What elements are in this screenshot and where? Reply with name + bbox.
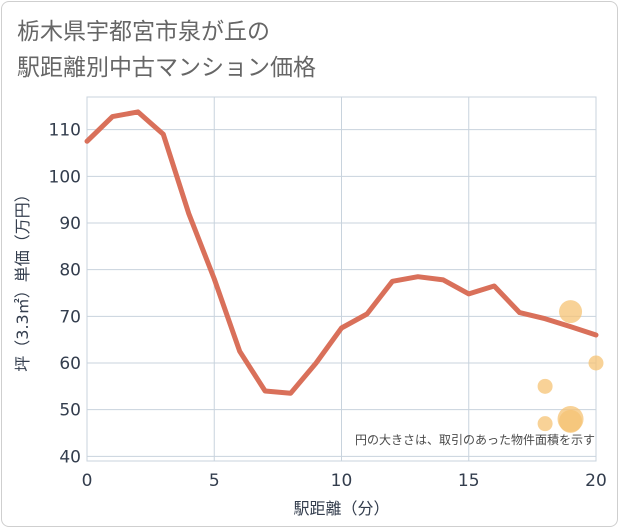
x-tick-label: 0 (82, 471, 93, 491)
y-axis-label: 坪（3.3㎡）単価（万円） (13, 186, 32, 371)
x-tick-label: 5 (209, 471, 220, 491)
ticks: 0 5 10 15 20 40 50 60 70 80 90 100 110 (49, 121, 607, 491)
x-axis-label: 駅距離（分） (293, 499, 389, 518)
y-tick-label: 70 (59, 307, 81, 327)
scatter-points (537, 300, 604, 433)
y-tick-label: 40 (59, 447, 81, 467)
scatter-point (559, 300, 583, 324)
series-line (84, 109, 599, 396)
chart-title-line-2: 駅距離別中古マンション価格 (17, 55, 316, 81)
y-tick-label: 60 (59, 354, 81, 374)
y-tick-label: 90 (59, 214, 81, 234)
grid (87, 97, 596, 461)
size-annotation: 円の大きさは、取引のあった物件面積を示す (355, 432, 595, 447)
x-tick-label: 20 (585, 471, 607, 491)
chart-title-line-1: 栃木県宇都宮市泉が丘の (17, 19, 270, 45)
plot-area (86, 96, 597, 462)
y-tick-label: 100 (49, 167, 81, 187)
x-tick-label: 15 (458, 471, 480, 491)
scatter-point (559, 409, 583, 433)
chart-title: 栃木県宇都宮市泉が丘の 駅距離別中古マンション価格 (17, 14, 316, 86)
y-tick-label: 80 (59, 261, 81, 281)
scatter-point (537, 378, 553, 394)
y-tick-label: 110 (49, 121, 81, 141)
scatter-point (588, 355, 604, 371)
scatter-point (537, 416, 553, 432)
x-tick-label: 10 (331, 471, 353, 491)
series-lines (84, 109, 599, 396)
y-tick-label: 50 (59, 401, 81, 421)
